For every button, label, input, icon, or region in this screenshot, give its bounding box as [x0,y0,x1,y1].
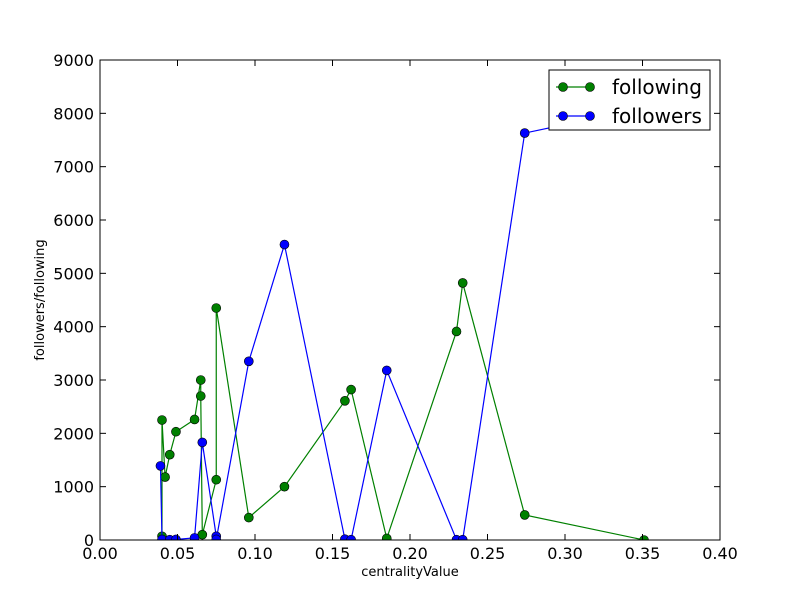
plot-area [100,60,720,540]
legend-following-label: following [612,75,702,99]
y-tick-label: 5000 [53,264,94,283]
data-point-followers [279,239,290,250]
data-point-following [195,391,206,401]
data-point-following [244,512,254,523]
y-tick-label: 7000 [53,158,94,177]
x-tick-label: 0.05 [160,544,196,563]
data-point-following [211,303,222,313]
x-tick-label: 0.35 [625,544,661,563]
data-point-followers [381,365,392,376]
data-point-following [381,533,392,540]
x-tick-label: 0.10 [237,544,273,563]
data-point-followers [155,461,166,471]
y-tick-label: 2000 [53,424,94,443]
data-point-following [171,426,181,437]
x-tick-label: 0.30 [547,544,583,563]
data-point-following [195,375,206,385]
x-axis-label: centralityValue [361,565,459,580]
x-tick-label: 0.20 [392,544,428,563]
data-point-followers [519,128,530,138]
y-axis-label: followers/following [33,239,48,360]
data-point-following [519,510,530,520]
data-point-following [451,326,462,337]
data-point-following [279,481,290,492]
data-point-following [457,278,468,288]
legend-followers-label: followers [612,104,702,128]
x-tick-label: 0.15 [315,544,351,563]
y-tick-label: 4000 [53,318,94,337]
data-point-following [340,395,350,406]
data-point-following [189,414,200,425]
data-point-following [160,472,170,482]
data-point-following [639,535,649,540]
data-point-followers [244,356,254,367]
y-tick-label: 9000 [53,51,94,70]
data-point-followers [197,437,208,448]
y-tick-label: 6000 [53,211,94,230]
legend-following-marker [558,82,568,92]
data-point-following [164,449,175,460]
x-tick-label: 0.40 [702,544,738,563]
legend-followers-marker [558,111,568,121]
legend-followers-marker [585,111,595,121]
x-tick-label: 0.25 [470,544,506,563]
y-tick-label: 0 [84,531,94,550]
legend-box [548,69,711,131]
x-tick-label: 0.00 [82,544,118,563]
data-point-following [157,415,167,425]
data-point-followers [211,534,222,540]
tick-layer: 0.00 0.05 0.10 0.15 0.20 0.25 0.30 0.35 0.40 0 100… [53,51,738,563]
data-point-following [346,384,356,395]
legend: following followers [548,69,711,131]
data-point-following [211,474,222,485]
data-point-followers [189,533,200,540]
y-tick-label: 3000 [53,371,94,390]
legend-following-marker [585,82,595,92]
y-tick-label: 8000 [53,104,94,123]
y-tick-label: 1000 [53,478,94,497]
data-point-followers [171,534,181,540]
